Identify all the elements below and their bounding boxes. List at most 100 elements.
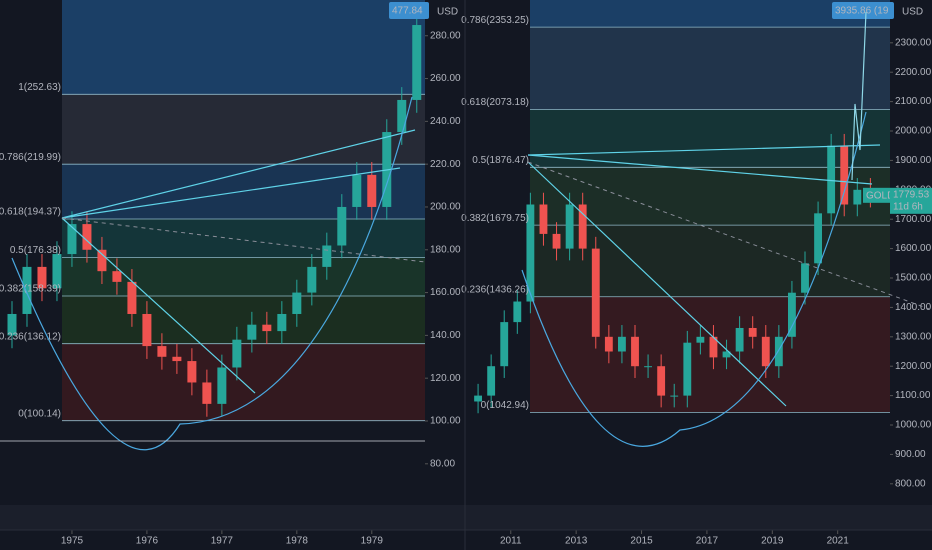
trend-line: [61, 167, 401, 219]
y-tick-label: 160.00: [430, 287, 461, 298]
y-tick-label: 220.00: [430, 159, 461, 170]
price-axis: [425, 0, 465, 530]
candle-body: [709, 336, 718, 358]
countdown: 11d 6h: [893, 201, 923, 212]
fib-zone: [530, 27, 890, 110]
candle-body: [322, 245, 332, 267]
candle-body: [801, 263, 809, 293]
x-tick-label: 2017: [696, 536, 719, 547]
fib-label: 0.236(1436.26): [461, 284, 529, 295]
fib-label: 0.618(194.37): [0, 207, 61, 218]
candle-body: [657, 366, 666, 396]
candle-body: [696, 336, 705, 343]
candle-body: [307, 266, 317, 293]
candle-body: [774, 336, 783, 367]
candle-body: [247, 324, 257, 340]
candle-body: [157, 346, 167, 357]
y-tick-label: 1700.00: [895, 214, 932, 225]
candle-body: [618, 336, 626, 352]
plot-area: [474, 0, 890, 414]
last-price-badge: 3935.86 (19: [835, 6, 889, 17]
y-tick-label: 280.00: [430, 30, 461, 41]
y-tick-label: 1000.00: [895, 420, 932, 431]
x-tick-label: 1976: [136, 536, 159, 547]
candle-body: [292, 292, 302, 314]
fib-zone: [62, 257, 425, 297]
fib-label: 0(1042.94): [481, 400, 529, 411]
fib-zone: [62, 0, 425, 95]
candle-body: [82, 224, 92, 250]
candle-body: [262, 324, 272, 332]
candle-body: [631, 336, 639, 367]
dashed-line: [61, 217, 426, 263]
fib-label: 0.382(1679.75): [461, 213, 529, 224]
candle-body: [127, 281, 137, 314]
fib-label: 0.5(176.38): [10, 245, 61, 256]
candle-body: [552, 233, 561, 249]
candle-body: [735, 327, 744, 352]
candle-body: [761, 336, 770, 367]
x-tick-label: 1977: [211, 536, 234, 547]
candle-body: [840, 145, 849, 205]
candle-body: [748, 327, 757, 337]
y-tick-label: 260.00: [430, 73, 461, 84]
price-badge: 1779.53: [893, 189, 930, 200]
fib-zone: [62, 219, 425, 258]
candle-body: [187, 361, 197, 383]
currency-label: USD: [437, 7, 458, 18]
candle-body: [142, 313, 152, 347]
symbol-badge: GOLD: [866, 190, 894, 201]
candle-body: [202, 382, 212, 404]
fib-zone: [62, 296, 425, 344]
y-tick-label: 240.00: [430, 116, 461, 127]
x-tick-label: 2011: [500, 536, 522, 547]
candle-body: [853, 189, 862, 205]
candle-body: [397, 99, 407, 133]
candle-body: [722, 351, 731, 358]
fib-label: 0.786(219.99): [0, 152, 61, 163]
x-tick-label: 1979: [361, 536, 384, 547]
trend-line: [61, 217, 256, 394]
candle-body: [526, 204, 535, 302]
candle-body: [487, 366, 496, 396]
currency-label: USD: [902, 7, 923, 18]
candle-body: [172, 356, 182, 362]
fib-label: 0(100.14): [18, 408, 61, 419]
fib-zone: [62, 94, 425, 165]
trend-line: [527, 154, 873, 185]
price-badge-bg: [890, 187, 932, 214]
y-tick-label: 1300.00: [895, 331, 932, 342]
y-tick-label: 120.00: [430, 373, 461, 384]
candle-body: [232, 339, 242, 368]
price-axis: [890, 0, 932, 530]
candle-body: [474, 395, 482, 402]
y-tick-label: 140.00: [430, 330, 461, 341]
candle-body: [412, 25, 422, 100]
symbol-badge-bg: [863, 187, 890, 203]
drawings: [0, 11, 932, 451]
cup-arc: [521, 111, 867, 447]
y-tick-label: 200.00: [430, 202, 461, 213]
last-price-badge-bg: [389, 2, 429, 19]
candle-body: [539, 204, 548, 234]
y-tick-label: 180.00: [430, 244, 461, 255]
y-tick-label: 1500.00: [895, 273, 932, 284]
x-tick-label: 2021: [827, 536, 850, 547]
candle-body: [827, 145, 836, 214]
y-tick-label: 800.00: [895, 478, 926, 489]
candle-body: [67, 224, 77, 255]
fib-label: 0.618(2073.18): [461, 97, 529, 108]
candle-body: [670, 395, 679, 397]
fib-label: 0.786(2353.25): [461, 15, 529, 26]
projection-line: [851, 11, 867, 181]
y-tick-label: 100.00: [430, 416, 461, 427]
trend-line: [61, 129, 416, 219]
y-tick-label: 2100.00: [895, 96, 932, 107]
candle-body: [683, 342, 692, 396]
candle-body: [500, 322, 509, 367]
fib-label: 0.5(1876.47): [472, 155, 529, 166]
candle-body: [644, 366, 652, 368]
trend-line: [527, 144, 881, 156]
candle-body: [112, 271, 122, 282]
y-tick-label: 1900.00: [895, 155, 932, 166]
